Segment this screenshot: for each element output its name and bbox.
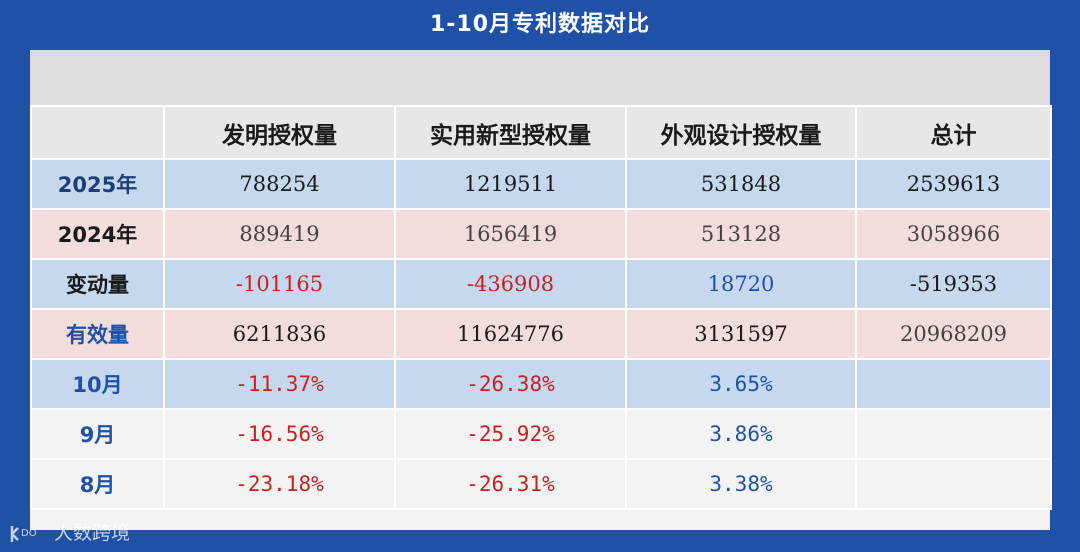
table-cell: 1219511	[394, 158, 627, 210]
header-design: 外观设计授权量	[625, 105, 857, 160]
table-cell: 3.65%	[625, 358, 857, 410]
row-label: 2025年	[30, 158, 165, 210]
table-row: 有效量 6211836 11624776 3131597 20968209	[30, 308, 1052, 360]
table-cell	[855, 458, 1052, 510]
row-label: 变动量	[30, 258, 165, 310]
watermark-logo-text: DO	[21, 528, 37, 539]
table-cell	[855, 408, 1052, 460]
header-utility-model: 实用新型授权量	[394, 105, 627, 160]
table-cell: 3.86%	[625, 408, 857, 460]
row-label: 有效量	[30, 308, 165, 360]
table-cell: 11624776	[394, 308, 627, 360]
header-total: 总计	[855, 105, 1052, 160]
table-cell: 531848	[625, 158, 857, 210]
table-cell: 889419	[163, 208, 396, 260]
table-cell: -23.18%	[163, 458, 396, 510]
table-row: 9月 -16.56% -25.92% 3.86%	[30, 408, 1052, 460]
header-invention: 发明授权量	[163, 105, 396, 160]
watermark: DO 大数跨境	[8, 518, 168, 548]
row-label: 8月	[30, 458, 165, 510]
patent-comparison-table: 发明授权量 实用新型授权量 外观设计授权量 总计 2025年 788254 12…	[30, 105, 1052, 510]
table-cell: 3131597	[625, 308, 857, 360]
table-row: 变动量 -101165 -436908 18720 -519353	[30, 258, 1052, 310]
table-cell: 3058966	[855, 208, 1052, 260]
row-label: 9月	[30, 408, 165, 460]
table-row: 8月 -23.18% -26.31% 3.38%	[30, 458, 1052, 510]
table-cell: 513128	[625, 208, 857, 260]
header-corner	[30, 105, 165, 160]
page-title: 1-10月专利数据对比	[429, 12, 651, 37]
table-header-row: 发明授权量 实用新型授权量 外观设计授权量 总计	[30, 105, 1052, 160]
table-top-band	[30, 50, 1050, 105]
table-cell: 6211836	[163, 308, 396, 360]
row-label: 2024年	[30, 208, 165, 260]
watermark-text: 大数跨境	[54, 522, 131, 544]
table-cell: -26.38%	[394, 358, 627, 410]
table-cell: 18720	[625, 258, 857, 310]
table-cell: 1656419	[394, 208, 627, 260]
table-cell: -16.56%	[163, 408, 396, 460]
data-table-panel: 发明授权量 实用新型授权量 外观设计授权量 总计 2025年 788254 12…	[30, 50, 1052, 530]
table-row: 2024年 889419 1656419 513128 3058966	[30, 208, 1052, 260]
table-cell: -436908	[394, 258, 627, 310]
table-cell: -11.37%	[163, 358, 396, 410]
row-label: 10月	[30, 358, 165, 410]
watermark-logo-icon: DO	[10, 525, 37, 542]
table-cell: 2539613	[855, 158, 1052, 210]
table-cell: -101165	[163, 258, 396, 310]
table-cell	[855, 358, 1052, 410]
table-row: 2025年 788254 1219511 531848 2539613	[30, 158, 1052, 210]
table-cell: 788254	[163, 158, 396, 210]
table-cell: 20968209	[855, 308, 1052, 360]
table-row: 10月 -11.37% -26.38% 3.65%	[30, 358, 1052, 410]
table-cell: -25.92%	[394, 408, 627, 460]
table-cell: -26.31%	[394, 458, 627, 510]
table-cell: 3.38%	[625, 458, 857, 510]
table-cell: -519353	[855, 258, 1052, 310]
